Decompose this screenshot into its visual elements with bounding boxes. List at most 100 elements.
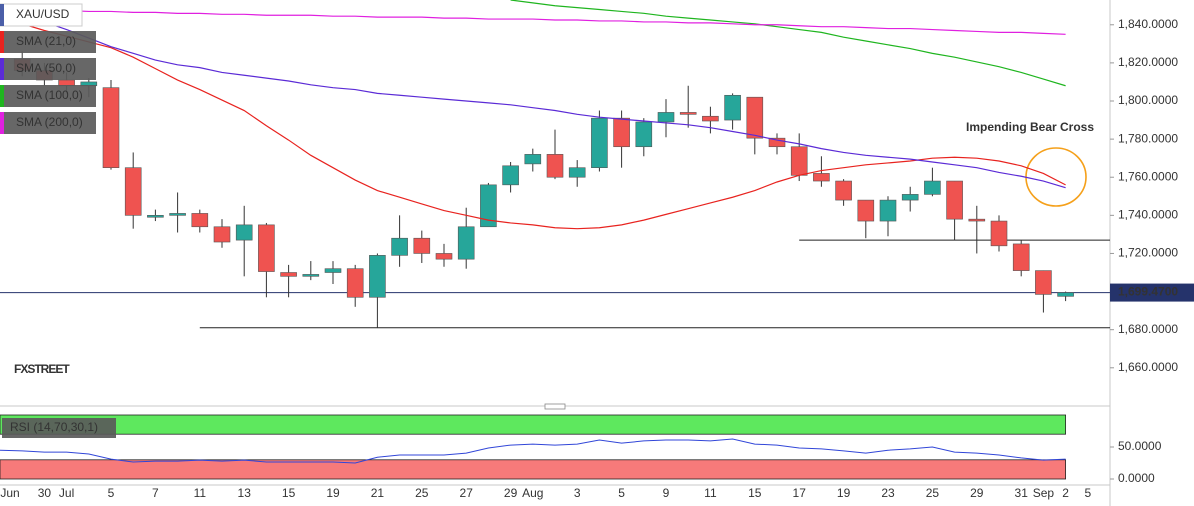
rsi-oversold-band	[0, 459, 1066, 480]
x-tick-label: 25	[415, 486, 429, 500]
y-tick-label: 1,800.0000	[1118, 93, 1178, 107]
candle-body	[546, 154, 564, 178]
y-tick-label: 1,720.0000	[1118, 246, 1178, 260]
candle-body	[124, 167, 142, 216]
legend-box	[0, 85, 96, 107]
legend-box	[0, 3, 83, 27]
candle-body	[990, 220, 1008, 247]
legend-label: SMA (21,0)	[16, 34, 76, 48]
x-tick-label: 2	[1062, 486, 1069, 500]
candle-body	[524, 154, 542, 165]
y-tick-label: 1,680.0000	[1118, 322, 1178, 336]
candle-body	[391, 237, 408, 256]
candle-body	[413, 237, 431, 254]
candle-body	[568, 167, 586, 178]
candle-body	[946, 180, 963, 220]
candle-body	[635, 121, 653, 148]
candle-body	[591, 117, 608, 168]
legend-label: RSI (14,70,30,1)	[10, 420, 98, 434]
x-tick-label: 5	[108, 486, 115, 500]
x-tick-label: 11	[704, 486, 717, 500]
x-tick-label: 21	[371, 486, 385, 500]
candle-body	[480, 184, 497, 228]
rsi-pane	[0, 414, 1066, 480]
candle-body	[702, 115, 719, 122]
x-tick-label: 13	[238, 486, 252, 500]
legend-box	[0, 58, 96, 80]
x-tick-label: 17	[793, 486, 807, 500]
candle-body	[258, 224, 275, 272]
x-tick-label: 29	[504, 486, 518, 500]
y-tick-label: 1,780.0000	[1118, 131, 1178, 145]
candle-body	[346, 268, 364, 298]
x-tick-label: 29	[970, 486, 984, 500]
legend-box	[2, 418, 116, 438]
candle-body	[58, 79, 75, 87]
sma-line	[510, 0, 1066, 87]
legend-title: XAU/USD	[16, 7, 70, 21]
candle-body	[191, 213, 209, 228]
y-tick-label: 1,760.0000	[1118, 169, 1178, 183]
candle-body	[813, 173, 830, 182]
candle-body	[169, 213, 186, 216]
legend-swatch	[0, 4, 4, 26]
rsi-line	[0, 438, 1066, 464]
x-tick-label: 11	[194, 486, 207, 500]
candle-body	[102, 87, 120, 168]
watermark: FXSTREET	[14, 362, 70, 376]
candle-body	[924, 180, 941, 195]
candle-body	[768, 137, 786, 148]
legend-swatch	[0, 112, 4, 134]
x-tick-label: 15	[282, 486, 296, 500]
sma-line	[0, 18, 1066, 230]
x-tick-label: 5	[1084, 486, 1091, 500]
candle-body	[857, 199, 875, 222]
candle-body	[879, 199, 897, 222]
x-tick-label: 31	[1015, 486, 1029, 500]
candle-body	[835, 180, 852, 201]
candle-body	[901, 194, 919, 201]
candle-body	[147, 215, 164, 218]
candle-body	[679, 112, 697, 115]
last-price-label: 1,699.4700	[1118, 285, 1178, 299]
sma-line	[0, 10, 1066, 189]
pane-resize-handle[interactable]	[544, 403, 566, 410]
candle-body	[457, 226, 475, 260]
y-tick-label: 1,820.0000	[1118, 55, 1178, 69]
y-tick-label: 50.0000	[1118, 439, 1162, 453]
candle-body	[235, 224, 253, 241]
candle-body	[613, 117, 630, 148]
annotation-text: Impending Bear Cross	[966, 120, 1094, 134]
candle-body	[302, 274, 320, 277]
x-tick-label: 23	[881, 486, 895, 500]
x-tick-label: Sep	[1033, 486, 1055, 500]
candle-body	[657, 112, 675, 123]
candle-body	[213, 226, 231, 243]
x-tick-label: Aug	[522, 486, 543, 500]
x-tick-label: Jul	[59, 486, 74, 500]
x-tick-label: 27	[460, 486, 474, 500]
y-tick-label: 1,660.0000	[1118, 360, 1178, 374]
candle-body	[746, 96, 764, 139]
x-tick-label: 3	[574, 486, 581, 500]
candle-body	[369, 255, 386, 298]
candle-body	[502, 165, 519, 186]
legend-swatch	[0, 58, 4, 80]
legend-swatch	[0, 85, 4, 107]
candle-body	[280, 272, 297, 277]
rsi-overbought-band	[0, 414, 1066, 435]
legend-label: SMA (50,0)	[16, 61, 76, 75]
candle-body	[435, 253, 453, 260]
candle-body	[790, 146, 808, 176]
legend-label: SMA (200,0)	[16, 115, 83, 129]
x-tick-label: 9	[663, 486, 670, 500]
legend-label: SMA (100,0)	[16, 88, 83, 102]
y-tick-label: 0.0000	[1118, 471, 1155, 485]
x-tick-label: Jun	[0, 486, 19, 500]
legend-box	[0, 31, 96, 53]
candle-body	[1012, 243, 1030, 271]
candle-body	[324, 268, 342, 273]
y-tick-label: 1,740.0000	[1118, 208, 1178, 222]
legend-swatch	[0, 31, 4, 53]
